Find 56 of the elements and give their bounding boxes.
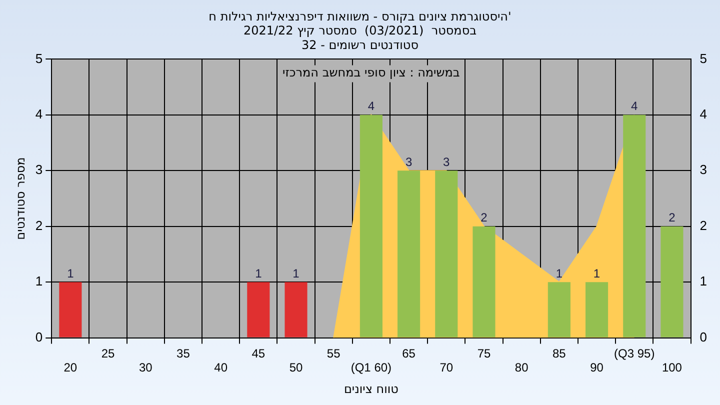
x-tick-label: 50: [289, 360, 303, 375]
y-tick-label: 3: [35, 162, 43, 178]
bar: [435, 170, 458, 338]
data-label: 1: [292, 266, 300, 280]
x-axis-title: טווח ציונים: [344, 382, 399, 396]
x-tick-label: (Q1 60): [350, 360, 392, 375]
bar: [548, 282, 570, 338]
x-tick-label: 70: [440, 360, 454, 375]
bar: [472, 226, 496, 338]
bar: [247, 282, 270, 338]
data-label: 1: [556, 266, 563, 280]
data-label: 1: [67, 266, 74, 280]
x-tick-label: 80: [514, 360, 529, 375]
x-tick-label: 45: [252, 346, 266, 360]
chart-subtitle: בסמסטר (03/2021) סמסטר קיץ 2021/22 סטודנטים רשומים - 32: [243, 24, 477, 52]
bar: [623, 114, 646, 338]
bar: [360, 114, 382, 338]
data-label: 4: [368, 99, 375, 114]
y2-tick-label: 1: [700, 274, 708, 289]
x-tick-label: 20: [64, 360, 78, 375]
data-label: 3: [405, 154, 412, 169]
x-tick-label: 25: [101, 346, 116, 360]
y-axis-title: מספר סטודנטים: [13, 157, 28, 240]
y-tick-label: 5: [35, 50, 43, 66]
y2-tick-label: 0: [700, 329, 708, 344]
y-tick-label: 1: [35, 274, 43, 289]
data-label: 4: [631, 99, 638, 114]
data-label: 1: [255, 266, 262, 280]
bar: [59, 282, 82, 338]
x-tick-label: 90: [590, 360, 604, 375]
data-label: 3: [443, 154, 450, 169]
bar: [586, 282, 608, 338]
x-tick-label: 75: [477, 346, 491, 360]
x-tick-label: 85: [552, 346, 566, 360]
bar: [660, 226, 684, 338]
x-tick-label: (Q3 95): [614, 346, 655, 360]
data-label: 1: [593, 266, 600, 280]
x-tick-label: 65: [402, 346, 416, 360]
annotation: במשימה : ציון סופי במחשב המרכזי: [282, 65, 460, 80]
x-tick-label: 35: [176, 346, 190, 360]
x-tick-label: 30: [138, 360, 153, 375]
y-tick-label: 0: [35, 329, 43, 344]
data-label: 2: [480, 210, 488, 225]
y2-tick-label: 2: [700, 218, 708, 233]
y2-tick-label: 5: [700, 50, 708, 66]
y-tick-label: 2: [35, 218, 43, 233]
data-label: 2: [668, 210, 676, 225]
y-tick-label: 4: [35, 106, 43, 122]
x-tick-label: 40: [214, 360, 228, 375]
y2-tick-label: 4: [700, 106, 708, 122]
bar: [398, 170, 420, 338]
chart-title: היסטוגרמת ציונים בקורס - משוואות דיפרנציאליות רגילות ח': [208, 9, 512, 24]
y2-tick-label: 3: [700, 162, 708, 178]
bar: [284, 282, 308, 338]
x-tick-label: 55: [326, 346, 341, 360]
x-tick-label: 100: [662, 360, 682, 375]
